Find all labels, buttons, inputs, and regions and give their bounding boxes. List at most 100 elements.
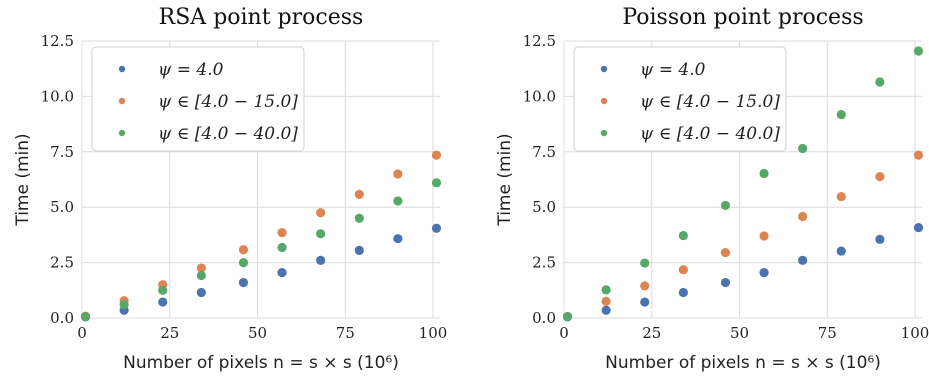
x-tick-label: 75 (818, 324, 837, 342)
data-point (238, 258, 249, 268)
legend-label: ψ ∈ [4.0 − 40.0] (158, 124, 298, 144)
legend-label: ψ ∈ [4.0 − 15.0] (640, 92, 780, 112)
data-point (393, 196, 403, 206)
y-tick-label: 7.5 (50, 143, 74, 161)
x-axis-label: Number of pixels n = s × s (10⁶) (123, 353, 399, 373)
data-point (720, 277, 731, 288)
legend-marker (600, 129, 608, 137)
chart-title: RSA point process (159, 5, 364, 30)
data-point (875, 77, 885, 87)
y-tick-label: 7.5 (532, 143, 556, 161)
y-tick-label: 12.5 (41, 32, 74, 50)
series-1 (80, 223, 442, 322)
data-point (196, 287, 206, 298)
data-point (354, 213, 364, 223)
legend-label: ψ ∈ [4.0 − 15.0] (158, 92, 298, 112)
data-point (277, 242, 287, 253)
data-point (238, 277, 249, 288)
data-point (601, 296, 611, 306)
x-tick-label: 25 (160, 324, 179, 342)
data-point (562, 312, 573, 322)
x-tick-label: 50 (730, 324, 749, 342)
y-tick-label: 5.0 (532, 198, 556, 216)
legend-marker (118, 97, 126, 105)
x-tick-label: 50 (248, 324, 267, 342)
data-point (277, 267, 287, 278)
data-point (158, 297, 168, 307)
data-point (354, 189, 364, 199)
x-tick-label: 100 (901, 324, 929, 342)
data-point (316, 208, 326, 218)
data-point (836, 191, 846, 202)
data-point (601, 285, 611, 295)
x-tick-label: 25 (642, 324, 661, 342)
data-point (875, 172, 885, 182)
data-point (913, 150, 924, 160)
legend-box (573, 46, 787, 152)
data-point (759, 231, 769, 241)
y-axis-label: Time (min) (13, 133, 33, 226)
data-point (158, 285, 168, 295)
y-tick-label: 2.5 (50, 254, 74, 272)
y-tick-label: 0.0 (532, 309, 556, 327)
data-point (836, 246, 846, 256)
data-point (316, 229, 326, 239)
legend-marker (118, 129, 126, 137)
series-3 (80, 178, 442, 322)
y-tick-label: 2.5 (532, 254, 556, 272)
data-point (640, 281, 650, 291)
data-point (913, 222, 924, 233)
data-point (913, 46, 924, 56)
data-point (431, 223, 442, 233)
data-point (431, 150, 442, 160)
data-point (875, 234, 885, 244)
data-point (277, 228, 287, 238)
data-point (640, 258, 650, 268)
data-point (640, 297, 650, 307)
series-1 (562, 222, 924, 322)
data-point (354, 245, 364, 256)
legend: ψ = 4.0 ψ ∈ [4.0 − 15.0] ψ ∈ [4.0 − 40.0] (573, 46, 787, 152)
legend-label: ψ = 4.0 (640, 60, 706, 80)
data-point (798, 211, 808, 222)
data-point (316, 255, 326, 265)
data-point (393, 234, 403, 244)
y-tick-label: 12.5 (523, 32, 556, 50)
legend: ψ = 4.0 ψ ∈ [4.0 − 15.0] ψ ∈ [4.0 − 40.0] (91, 46, 305, 152)
chart-panel-2: 0 25 50 75 100 0.0 2.5 5.0 7.5 10.0 12.5 Poisson po… (495, 5, 929, 373)
data-point (836, 109, 846, 120)
x-axis-label: Number of pixels n = s × s (10⁶) (605, 353, 881, 373)
x-tick-label: 0 (77, 324, 87, 342)
data-point (601, 305, 611, 315)
data-point (393, 169, 403, 179)
legend-marker (600, 97, 608, 105)
x-tick-label: 100 (419, 324, 448, 342)
x-tick-label: 75 (336, 324, 355, 342)
x-tick-label: 0 (559, 324, 569, 342)
legend-label: ψ = 4.0 (158, 60, 224, 80)
chart-panel-1: 0 25 50 75 100 0.0 2.5 5.0 7.5 10.0 12.5 RSA point … (13, 5, 447, 373)
chart-title: Poisson point process (622, 5, 863, 30)
y-axis-label: Time (min) (495, 133, 515, 226)
data-point (196, 263, 206, 273)
data-point (759, 168, 769, 179)
series-3 (562, 46, 924, 322)
data-point (759, 267, 769, 278)
legend-marker (600, 65, 608, 73)
data-point (431, 178, 442, 188)
y-tick-label: 5.0 (50, 198, 74, 216)
y-tick-label: 10.0 (41, 87, 74, 105)
legend-box (91, 46, 305, 152)
series-2 (80, 150, 442, 321)
series-2 (562, 150, 924, 322)
legend-marker (118, 65, 126, 73)
y-tick-label: 0.0 (50, 309, 74, 327)
data-point (798, 255, 808, 265)
data-point (720, 248, 731, 258)
legend-label: ψ ∈ [4.0 − 40.0] (640, 124, 780, 144)
data-point (678, 287, 688, 298)
data-point (798, 143, 808, 154)
data-point (720, 200, 731, 211)
data-point (678, 265, 688, 275)
